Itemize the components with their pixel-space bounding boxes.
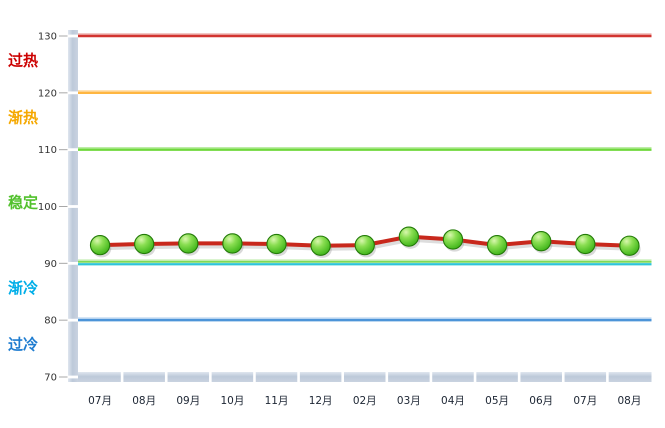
data-marker-9 — [486, 234, 508, 256]
data-marker-6 — [354, 234, 375, 256]
data-marker-4 — [266, 233, 287, 255]
threshold-lines — [78, 33, 652, 322]
data-marker-2 — [178, 233, 199, 254]
x-axis-band — [78, 371, 652, 383]
y-tick-label-70: 70 — [44, 373, 57, 384]
x-axis-band-gap — [209, 371, 212, 383]
data-marker-1 — [134, 233, 155, 255]
y-axis-band-gap — [67, 91, 79, 95]
x-axis-band-gap — [341, 371, 344, 383]
zone-label-4: 过冷 — [8, 336, 38, 354]
data-marker-12 — [619, 235, 640, 256]
y-tick-label-120: 120 — [38, 88, 57, 99]
data-marker-0 — [89, 234, 111, 256]
x-axis-band-rect — [78, 372, 652, 382]
data-markers — [89, 226, 641, 258]
y-axis-band-gap — [67, 205, 79, 208]
x-label-11: 07月 — [573, 395, 597, 407]
x-label-4: 11月 — [265, 395, 289, 407]
x-axis-band-gap — [429, 371, 433, 383]
x-axis-band-gap — [253, 371, 256, 383]
x-label-7: 03月 — [397, 395, 421, 407]
x-label-10: 06月 — [529, 395, 553, 407]
x-labels: 07月 08月 09月 10月 11月 12月 02月 03月 04月 05月 06月 07月 08月 — [88, 395, 641, 407]
y-tick-label-100: 100 — [38, 202, 57, 213]
y-axis-band-gap — [67, 148, 79, 152]
data-marker-8 — [442, 229, 464, 250]
x-axis-band-gap — [385, 371, 389, 383]
y-tick-label-90: 90 — [44, 259, 57, 270]
y-axis-band-gap — [67, 261, 79, 265]
data-marker-10 — [531, 231, 552, 252]
y-tick-label-110: 110 — [38, 145, 57, 156]
x-axis-band-gap — [473, 371, 477, 383]
x-label-6: 02月 — [353, 395, 377, 407]
x-axis-band-gap — [120, 371, 124, 383]
y-axis-band-gap — [67, 375, 79, 379]
y-axis-band-gap — [67, 318, 79, 322]
x-label-9: 05月 — [485, 395, 509, 407]
x-label-5: 12月 — [309, 395, 333, 407]
x-label-1: 08月 — [132, 395, 156, 407]
x-label-8: 04月 — [441, 395, 465, 407]
y-tick-label-80: 80 — [44, 316, 57, 327]
zone-label-1: 渐热 — [8, 108, 38, 126]
x-label-3: 10月 — [220, 395, 244, 407]
zone-label-2: 稳定 — [8, 194, 38, 212]
x-label-12: 08月 — [618, 395, 642, 407]
zone-label-0: 过热 — [8, 51, 38, 69]
x-label-2: 09月 — [176, 395, 200, 407]
data-marker-11 — [575, 233, 596, 255]
data-marker-7 — [398, 226, 420, 247]
data-marker-3 — [222, 233, 243, 254]
y-axis-band — [67, 30, 79, 382]
x-axis-band-gap — [561, 371, 565, 383]
x-axis-band-gap — [164, 371, 168, 383]
y-axis-band-gap — [67, 34, 79, 38]
y-tick-labels: 70 80 90 100 110 120 130 — [38, 32, 57, 384]
zone-label-3: 渐冷 — [8, 279, 38, 297]
y-tick-label-130: 130 — [38, 32, 57, 43]
y-ticks — [59, 35, 68, 378]
x-axis-band-gap — [606, 371, 609, 383]
data-marker-5 — [310, 235, 331, 256]
x-axis-band-gap — [297, 371, 300, 383]
x-axis-band-gap — [517, 371, 521, 383]
x-label-0: 07月 — [88, 395, 112, 407]
